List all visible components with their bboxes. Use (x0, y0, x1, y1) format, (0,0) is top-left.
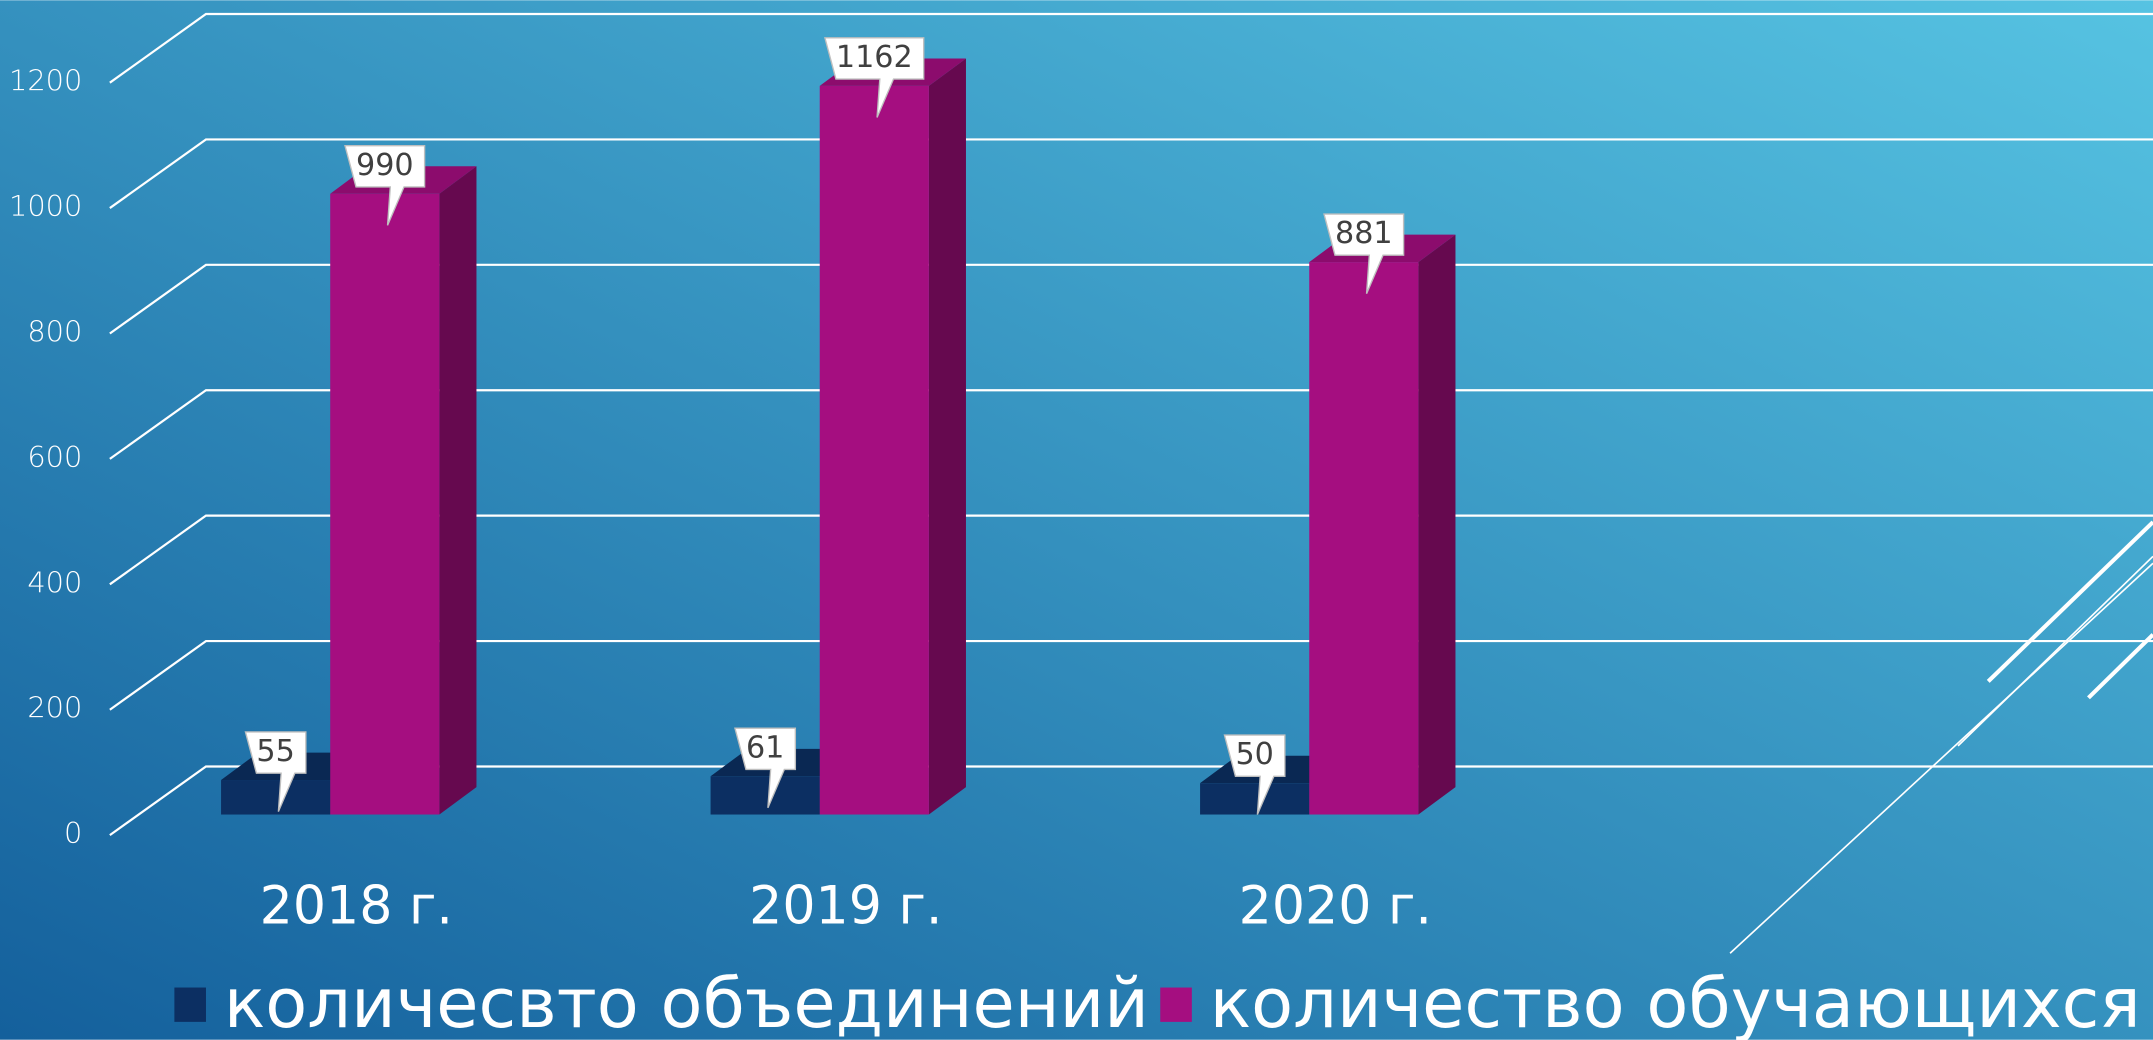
data-label-text: 61 (746, 730, 784, 765)
data-label-text: 881 (1335, 216, 1393, 251)
x-tick-label: 2018 г. (260, 876, 453, 936)
legend-label: количесвто объединений (224, 964, 1149, 1040)
legend-swatch (1160, 987, 1192, 1022)
data-label-text: 990 (356, 148, 414, 183)
bar (330, 166, 477, 815)
data-label-text: 1162 (836, 40, 913, 75)
labels: 0 200 400 600 800 1000 1200 55 990 2018 г. 61 1162 2… (9, 37, 2141, 1040)
bar-front (710, 776, 820, 815)
data-label: 990 (344, 145, 426, 226)
y-tick-label: 800 (27, 314, 82, 348)
x-tick-label: 2019 г. (749, 876, 942, 936)
data-label: 881 (1323, 213, 1405, 294)
data-label-text: 50 (1235, 737, 1273, 772)
bar-side (928, 58, 966, 815)
grid-line (109, 765, 2153, 837)
bar-front (819, 85, 929, 815)
callout (1223, 734, 1286, 815)
bar-side (439, 166, 477, 815)
data-label: 61 (734, 727, 797, 809)
data-label-text: 55 (256, 734, 294, 769)
bars (221, 58, 1456, 815)
grid-line (109, 138, 2153, 209)
callout (344, 145, 426, 226)
decoration (1729, 520, 2153, 954)
y-tick-label: 400 (27, 565, 82, 599)
callout (244, 731, 307, 812)
grid-line (109, 514, 2153, 586)
bar-front (330, 193, 440, 815)
grid-line (109, 389, 2153, 460)
y-tick-label: 1200 (9, 64, 82, 98)
x-tick-label: 2020 г. (1239, 876, 1432, 936)
grid-line (109, 639, 2153, 711)
callout (824, 37, 925, 118)
y-tick-label: 200 (27, 691, 82, 725)
legend-label: количество обучающихся (1210, 964, 2141, 1040)
legend-swatch (174, 987, 206, 1022)
bar-front (221, 780, 331, 815)
data-label: 1162 (824, 37, 925, 118)
data-label: 50 (1223, 734, 1286, 815)
y-tick-label: 1000 (9, 189, 82, 223)
data-label: 55 (244, 731, 307, 812)
bar-front (1200, 783, 1310, 815)
bar-front (1309, 262, 1419, 815)
callout (734, 727, 797, 809)
y-tick-label: 600 (27, 440, 82, 474)
callout (1323, 213, 1405, 294)
bar-side (1418, 234, 1456, 815)
bar (1309, 234, 1456, 815)
bar (819, 58, 966, 815)
grid (109, 12, 2153, 837)
grid-line (109, 12, 2153, 84)
y-tick-label: 0 (64, 816, 82, 850)
grid-line (109, 263, 2153, 335)
